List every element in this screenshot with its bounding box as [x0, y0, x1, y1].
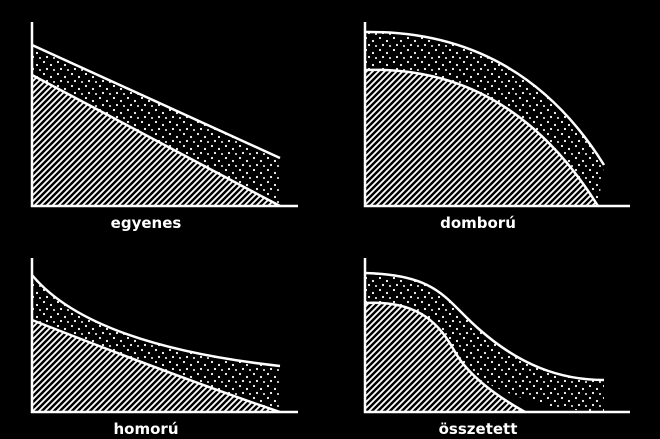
- surface-line: [364, 30, 606, 166]
- axes: [363, 22, 630, 208]
- boundary-line: [31, 73, 281, 208]
- panel-osszetett: összetett: [363, 258, 630, 438]
- panel-label-osszetett: összetett: [439, 420, 518, 438]
- upper-band-dotted: [365, 31, 604, 207]
- axes: [30, 258, 298, 414]
- lower-band-hatched: [365, 69, 598, 206]
- lower-band-hatched: [365, 302, 525, 412]
- panel-label-domboru: domború: [440, 214, 516, 232]
- panel-label-homoru: homorú: [114, 420, 179, 438]
- panel-domboru: domború: [363, 22, 630, 232]
- boundary-line: [31, 318, 281, 414]
- upper-band-dotted: [365, 273, 604, 412]
- surface-line: [31, 274, 281, 368]
- panel-egyenes: egyenes: [30, 22, 298, 232]
- lower-band-hatched: [32, 320, 280, 412]
- panel-homoru: homorú: [30, 258, 298, 438]
- boundary-line: [364, 301, 526, 414]
- surface-line: [364, 271, 605, 382]
- panel-label-egyenes: egyenes: [111, 214, 182, 232]
- boundary-line: [364, 68, 600, 207]
- axes: [363, 258, 630, 414]
- upper-band-dotted: [32, 45, 280, 206]
- axes: [30, 22, 298, 208]
- surface-line: [31, 43, 281, 160]
